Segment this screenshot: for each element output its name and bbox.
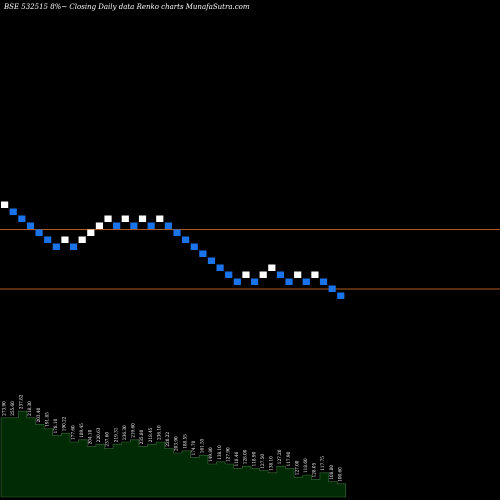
renko-brick-up bbox=[78, 236, 86, 243]
renko-brick-up bbox=[104, 215, 112, 222]
renko-brick-down bbox=[319, 278, 328, 285]
renko-brick-down bbox=[337, 292, 345, 299]
renko-brick-up bbox=[242, 271, 250, 278]
chart-title: BSE 532515 8%~ Closing Daily data Renko … bbox=[4, 3, 250, 11]
renko-brick-down bbox=[44, 236, 52, 243]
brick-value-label: 108.80 bbox=[329, 465, 334, 480]
renko-brick-up bbox=[95, 222, 104, 229]
volume-layer: 273.90 255.60 237.82 218.30 203.40 191.85 178.… bbox=[0, 394, 347, 498]
brick-value-label: 174.70 bbox=[191, 440, 196, 455]
brick-value-label: 161.55 bbox=[200, 438, 205, 453]
renko-brick-up bbox=[121, 215, 129, 222]
renko-brick-up bbox=[87, 229, 95, 236]
brick-value-label: 128.00 bbox=[243, 449, 248, 464]
renko-brick-down bbox=[199, 250, 207, 257]
renko-brick-down bbox=[233, 278, 241, 285]
brick-value-label: 127.50 bbox=[260, 454, 265, 469]
brick-value-label: 273.90 bbox=[1, 401, 6, 416]
renko-brick-down bbox=[18, 215, 26, 222]
brick-value-label: 203.40 bbox=[36, 407, 41, 422]
renko-brick-up bbox=[156, 215, 164, 222]
renko-brick-down bbox=[130, 222, 138, 229]
renko-brick-down bbox=[190, 243, 198, 250]
renko-brick-down bbox=[328, 285, 336, 292]
brick-value-label: 236.30 bbox=[122, 425, 127, 440]
brick-value-label: 255.60 bbox=[10, 401, 15, 416]
brick-value-label: 189.45 bbox=[79, 423, 84, 438]
brick-value-label: 220.22 bbox=[165, 432, 170, 447]
brick-value-label: 177.60 bbox=[70, 425, 75, 440]
brick-value-label: 191.85 bbox=[44, 412, 49, 427]
brick-value-label: 218.30 bbox=[27, 401, 32, 416]
renko-brick-down bbox=[250, 278, 259, 285]
brick-value-label: 118.90 bbox=[251, 451, 256, 466]
renko-brick-down bbox=[164, 222, 172, 229]
volume-area bbox=[0, 410, 347, 498]
brick-value-label: 100.60 bbox=[337, 467, 342, 482]
reference-lines-layer bbox=[0, 229, 500, 290]
renko-brick-down bbox=[182, 236, 190, 243]
renko-brick-down bbox=[285, 278, 293, 285]
brick-value-label: 127.90 bbox=[225, 447, 230, 462]
brick-value-label: 237.60 bbox=[105, 432, 110, 447]
renko-brick-down bbox=[9, 208, 17, 215]
renko-brick-down bbox=[113, 222, 121, 229]
renko-brick-down bbox=[302, 278, 310, 285]
brick-value-label: 237.82 bbox=[19, 394, 24, 409]
brick-value-label: 188.55 bbox=[182, 434, 187, 449]
brick-value-label: 118.46 bbox=[234, 451, 239, 466]
brick-value-label: 219.31 bbox=[113, 427, 118, 442]
brick-value-label: 128.05 bbox=[312, 462, 317, 477]
brick-value-label: 219.60 bbox=[131, 423, 136, 438]
brick-layer bbox=[1, 201, 345, 299]
brick-value-label: 203.90 bbox=[174, 436, 179, 451]
brick-value-label: 138.10 bbox=[217, 445, 222, 460]
renko-brick-up bbox=[259, 271, 267, 278]
renko-brick-up bbox=[138, 215, 147, 222]
renko-brick-up bbox=[311, 271, 319, 278]
renko-brick-down bbox=[207, 257, 216, 264]
brick-value-label: 117.90 bbox=[286, 451, 291, 466]
brick-value-label: 235.80 bbox=[139, 429, 144, 444]
brick-value-label: 220.63 bbox=[96, 427, 101, 442]
brick-value-label: 218.45 bbox=[148, 427, 153, 442]
renko-brick-down bbox=[26, 222, 35, 229]
brick-value-label: 117.75 bbox=[320, 456, 325, 471]
brick-value-label: 127.00 bbox=[294, 460, 299, 475]
brick-value-label: 204.10 bbox=[88, 429, 93, 444]
renko-brick-down bbox=[35, 229, 43, 236]
brick-value-label: 178.10 bbox=[53, 418, 58, 433]
brick-value-label: 190.22 bbox=[62, 416, 67, 431]
renko-brick-down bbox=[225, 271, 233, 278]
renko-brick-down bbox=[173, 229, 181, 236]
renko-brick-down bbox=[69, 243, 78, 250]
renko-brick-up bbox=[268, 264, 276, 271]
renko-brick-down bbox=[147, 222, 155, 229]
brick-value-label: 138.10 bbox=[269, 456, 274, 471]
renko-brick-up bbox=[294, 271, 302, 278]
brick-value-label: 127.20 bbox=[277, 449, 282, 464]
renko-brick-down bbox=[52, 243, 60, 250]
brick-value-label: 149.80 bbox=[208, 447, 213, 462]
renko-brick-up bbox=[61, 236, 69, 243]
brick-value-label: 236.10 bbox=[156, 425, 161, 440]
renko-brick-up bbox=[1, 201, 9, 208]
brick-value-label: 118.60 bbox=[303, 458, 308, 473]
renko-brick-down bbox=[276, 271, 285, 278]
renko-brick-down bbox=[216, 264, 224, 271]
